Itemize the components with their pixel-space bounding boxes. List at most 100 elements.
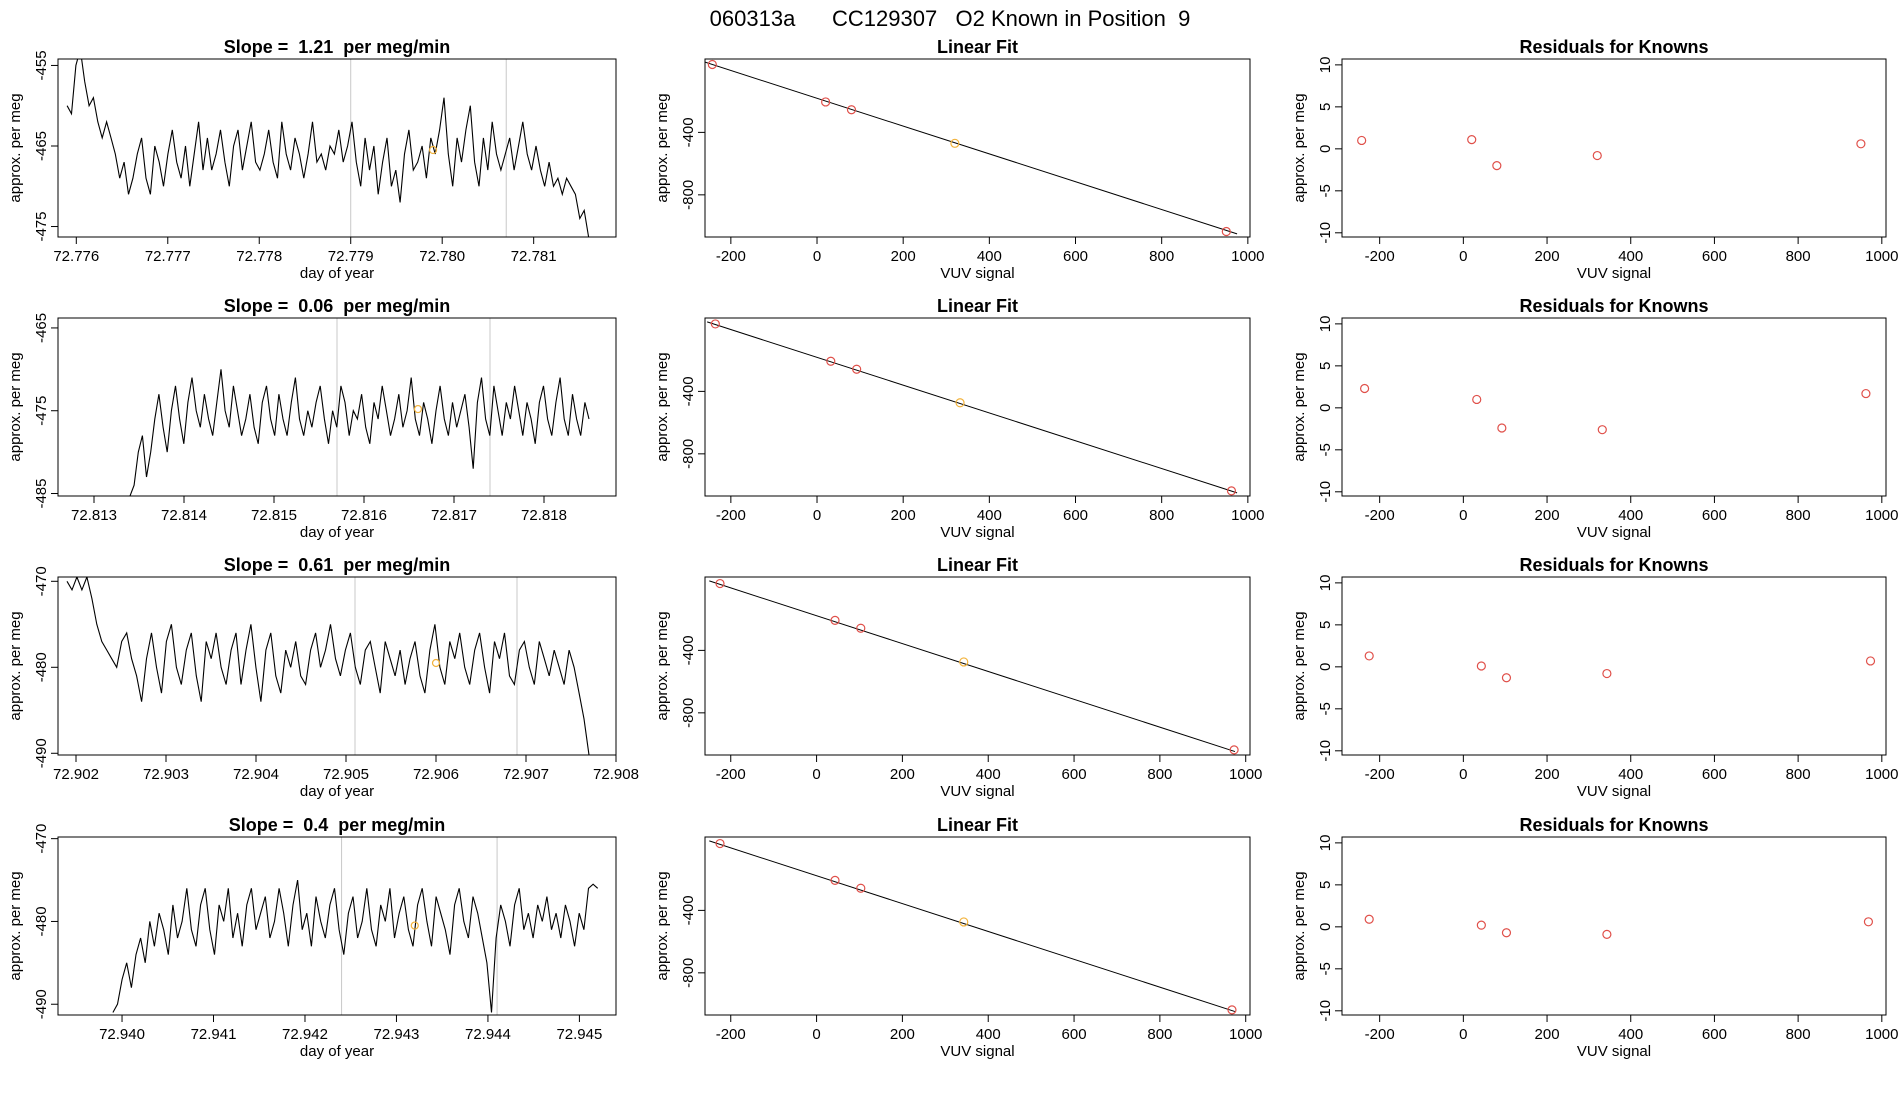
x-tick-label: -200	[1365, 507, 1395, 524]
x-tick-label: 200	[1535, 507, 1560, 524]
unknown-marker-point	[413, 404, 423, 414]
known-data-point	[1492, 161, 1502, 171]
chart-panel: Linear Fit -200 0 200 400 600 800 1000 VUV signa…	[654, 296, 1265, 541]
chart-title: Linear Fit	[937, 555, 1018, 575]
x-tick-label: 400	[976, 766, 1001, 783]
x-tick-label: 0	[813, 507, 821, 524]
known-data-point	[1364, 651, 1374, 661]
x-tick-label: 400	[977, 248, 1002, 265]
y-axis-label: approx. per meg	[7, 93, 24, 202]
chart-panel: Linear Fit -200 0 200 400 600 800 1000 VUV signa…	[654, 555, 1262, 800]
known-data-point	[1501, 673, 1512, 683]
x-axis-label: VUV signal	[1577, 265, 1651, 282]
y-tick-label: -800	[680, 698, 697, 728]
x-tick-label: -200	[1365, 766, 1395, 783]
x-tick-label: 400	[1618, 507, 1643, 524]
y-axis-label: approx. per meg	[1291, 611, 1308, 720]
x-axis-label: VUV signal	[940, 1043, 1014, 1060]
known-data-point	[856, 883, 866, 893]
y-tick-label: -400	[680, 376, 697, 406]
known-data-point	[1229, 745, 1239, 755]
fit-line	[707, 321, 1238, 494]
y-tick-label: 0	[1317, 404, 1334, 412]
chart-title: Residuals for Knowns	[1519, 815, 1708, 835]
y-axis-label: approx. per meg	[1291, 93, 1308, 202]
x-tick-label: 72.944	[465, 1026, 511, 1043]
x-tick-label: 72.816	[341, 507, 387, 524]
y-tick-label: -490	[33, 989, 50, 1019]
plot-area	[709, 838, 1237, 1015]
y-tick-label: -480	[33, 652, 50, 682]
time-series-line	[112, 879, 599, 1013]
chart-title: Slope = 1.21 per meg/min	[224, 37, 451, 57]
chart-panel: Residuals for Knowns-200 0 200 400 600 800 100…	[1291, 815, 1899, 1060]
chart-title: Residuals for Knowns	[1519, 37, 1708, 57]
chart-title: Slope = 0.4 per meg/min	[229, 815, 446, 835]
time-series-line	[66, 577, 590, 755]
plot-frame	[1341, 317, 1887, 497]
chart-title: Linear Fit	[937, 296, 1018, 316]
known-data-point	[1856, 139, 1866, 149]
y-tick-label: -10	[1317, 222, 1334, 244]
known-data-point	[1364, 914, 1374, 924]
known-data-point	[1497, 423, 1507, 433]
y-tick-label: 5	[1317, 362, 1334, 370]
x-axis-label: day of year	[300, 1043, 374, 1060]
x-tick-label: 72.818	[521, 507, 567, 524]
y-tick-label: 10	[1317, 575, 1334, 592]
plot-area	[1364, 914, 1874, 939]
y-axis-label: approx. per meg	[7, 352, 24, 461]
chart-title: Linear Fit	[937, 37, 1018, 57]
x-tick-label: -200	[1365, 248, 1395, 265]
y-axis-label: approx. per meg	[654, 611, 671, 720]
figure-title: 060313a CC129307 O2 Known in Position 9	[710, 6, 1191, 31]
x-axis-label: day of year	[300, 265, 374, 282]
y-tick-label: -485	[33, 479, 50, 509]
x-axis-label: day of year	[300, 524, 374, 541]
known-data-point	[1472, 394, 1482, 405]
x-tick-label: 600	[1063, 248, 1088, 265]
x-tick-label: 1000	[1229, 766, 1262, 783]
y-tick-label: -400	[680, 895, 697, 925]
y-tick-label: -475	[33, 212, 50, 242]
x-tick-label: 72.781	[511, 248, 557, 265]
y-tick-label: 5	[1317, 881, 1334, 889]
unknown-data-point	[955, 398, 965, 408]
y-tick-label: 0	[1317, 923, 1334, 931]
plot-frame	[704, 576, 1251, 756]
y-tick-label: -475	[33, 396, 50, 426]
x-tick-label: 800	[1786, 248, 1811, 265]
plot-frame	[704, 317, 1251, 497]
known-data-point	[1597, 425, 1607, 435]
x-tick-label: 400	[1618, 766, 1643, 783]
x-tick-label: 200	[891, 248, 916, 265]
x-tick-label: 800	[1149, 248, 1174, 265]
y-tick-label: -480	[33, 906, 50, 936]
x-tick-label: 72.904	[233, 766, 279, 783]
x-tick-label: 72.778	[236, 248, 282, 265]
plot-area	[112, 837, 599, 1015]
time-series-line	[66, 59, 590, 237]
x-tick-label: -200	[716, 507, 746, 524]
fit-line	[709, 580, 1236, 753]
chart-panel: Residuals for Knowns-200 0 200 400 600 800 100…	[1291, 296, 1899, 541]
known-data-point	[821, 97, 831, 107]
plot-frame	[1341, 576, 1887, 756]
y-tick-label: -470	[33, 824, 50, 854]
plot-frame	[57, 58, 617, 238]
x-tick-label: 800	[1786, 766, 1811, 783]
x-tick-label: -200	[716, 766, 746, 783]
x-tick-label: 0	[1459, 766, 1467, 783]
known-data-point	[710, 319, 720, 329]
x-tick-label: 1000	[1865, 507, 1898, 524]
known-data-point	[1227, 1005, 1237, 1015]
x-tick-label: 72.776	[53, 248, 99, 265]
x-tick-label: 600	[1062, 1026, 1087, 1043]
y-axis-label: approx. per meg	[1291, 871, 1308, 980]
x-tick-label: 200	[1535, 766, 1560, 783]
known-data-point	[852, 364, 862, 374]
unknown-data-point	[959, 657, 969, 667]
x-tick-label: 0	[813, 248, 821, 265]
known-data-point	[1602, 668, 1612, 679]
